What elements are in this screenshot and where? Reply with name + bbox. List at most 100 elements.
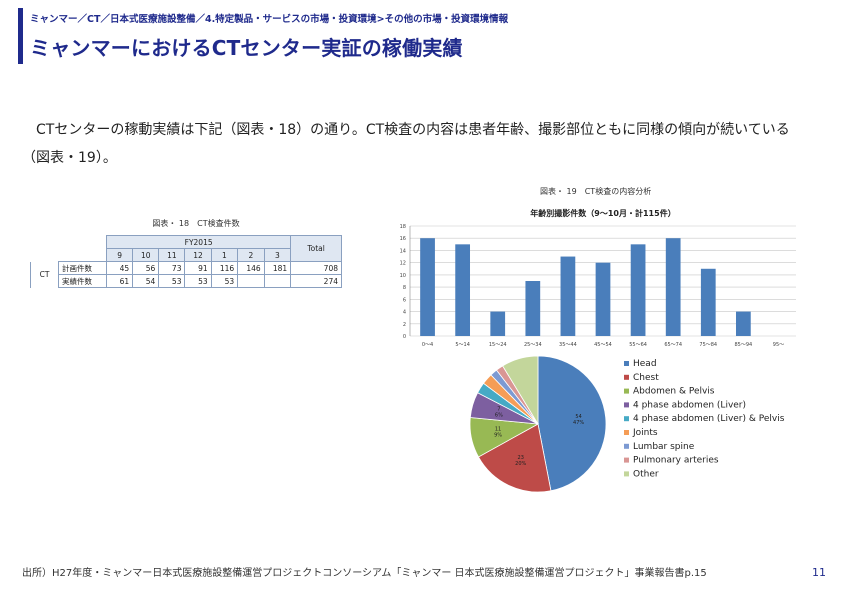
y-tick-label: 0 xyxy=(403,334,406,340)
table-cell: 91 xyxy=(184,261,212,275)
page-number: 11 xyxy=(812,566,826,579)
pie-data-label: 11 9% xyxy=(494,426,502,438)
pie-slice xyxy=(537,355,607,492)
legend-entry: 4 phase abdomen (Liver) xyxy=(633,400,746,410)
source-note: 出所）H27年度・ミャンマー日本式医療施設整備運営プロジェクトコンソーシアム「ミ… xyxy=(22,568,707,579)
table-cell: 53 xyxy=(158,274,186,288)
legend-swatch xyxy=(624,388,629,394)
legend-swatch xyxy=(624,443,629,449)
legend-swatch xyxy=(624,430,629,435)
y-tick-label: 4 xyxy=(403,310,406,316)
month-header: 9 xyxy=(106,248,134,262)
x-tick-label: 35～44 xyxy=(559,342,577,348)
figure-19-caption: 図表・ 19 CT検査の内容分析 xyxy=(540,187,652,196)
pie-slice xyxy=(477,423,552,493)
x-tick-label: 15～24 xyxy=(489,342,507,348)
x-tick-label: 65～74 xyxy=(664,342,682,348)
legend-entry: Abdomen & Pelvis xyxy=(633,387,715,397)
legend-swatch xyxy=(624,457,629,463)
legend-swatch xyxy=(624,374,629,380)
legend-swatch xyxy=(624,471,629,477)
table-row: 実績件数 61 54 53 53 53 274 xyxy=(31,274,342,288)
table-cell-total: 274 xyxy=(290,274,342,288)
legend-entry: Other xyxy=(633,469,659,479)
y-tick-label: 18 xyxy=(400,224,406,230)
table-cell: 54 xyxy=(132,274,160,288)
y-tick-label: 16 xyxy=(400,236,406,242)
month-header: 10 xyxy=(132,248,160,262)
table-cell: 146 xyxy=(237,261,265,275)
bar xyxy=(595,262,611,336)
ct-exam-count-table: FY2015 Total 9 10 11 12 1 2 3 CT 計画件数 45… xyxy=(30,235,342,288)
y-tick-label: 6 xyxy=(403,297,406,303)
legend-entry: Chest xyxy=(633,373,659,383)
body-text: CTセンターの稼動実績は下記（図表・18）の通り。CT検査の内容は患者年齢、撮影… xyxy=(22,116,812,172)
table-cell: 61 xyxy=(106,274,134,288)
x-tick-label: 5～14 xyxy=(455,342,470,348)
legend-swatch xyxy=(624,416,629,422)
bar xyxy=(525,281,541,336)
table-cell: 53 xyxy=(210,274,239,288)
legend-entry: Pulmonary arteries xyxy=(633,456,719,466)
body-paragraph: CTセンターの稼動実績は下記（図表・18）の通り。CT検査の内容は患者年齢、撮影… xyxy=(22,122,790,166)
month-header: 2 xyxy=(237,248,265,262)
age-bar-chart: 年齢別撮影件数（9～10月・計115件） 0 2 4 6 8 10 12 14 16 18 0～4 5～… xyxy=(400,208,796,348)
table-cell xyxy=(263,274,292,288)
table-cell: 53 xyxy=(184,274,212,288)
legend-entry: Lumbar spine xyxy=(633,442,695,452)
legend-swatch xyxy=(624,402,629,408)
fiscal-year-header: FY2015 xyxy=(106,235,292,249)
table-row: CT 計画件数 45 56 73 91 116 146 181 708 xyxy=(30,261,342,288)
y-tick-label: 8 xyxy=(403,285,406,291)
month-header: 1 xyxy=(210,248,239,262)
legend-swatch xyxy=(624,361,629,366)
row-label: 計画件数 xyxy=(57,261,108,275)
bar xyxy=(490,311,506,336)
month-header: 12 xyxy=(184,248,212,262)
pie-data-label: 7 6% xyxy=(495,406,503,418)
table-cell: 116 xyxy=(210,261,239,275)
pie-data-label: 54 47% xyxy=(573,414,584,426)
x-tick-label: 95～ xyxy=(773,342,784,348)
bar xyxy=(700,268,716,336)
y-tick-label: 2 xyxy=(403,322,406,328)
bar xyxy=(455,244,471,336)
month-header: 11 xyxy=(158,248,186,262)
table-cell: 73 xyxy=(158,261,186,275)
x-tick-label: 55～64 xyxy=(629,342,647,348)
bar xyxy=(420,238,435,336)
bar xyxy=(560,256,576,336)
body-part-pie-chart: 54 47% 23 20% 11 9% 7 6% Head Chest Abdomen & Pelv… xyxy=(469,355,785,493)
x-tick-label: 85～94 xyxy=(734,342,752,348)
y-tick-label: 10 xyxy=(400,273,406,279)
figure-18-caption: 図表・ 18 CT検査件数 xyxy=(152,219,240,228)
row-group-label: CT xyxy=(30,261,59,288)
row-label: 実績件数 xyxy=(57,274,108,288)
table-cell-total: 708 xyxy=(290,261,342,275)
table-cell xyxy=(237,274,265,288)
bar xyxy=(665,238,681,336)
table-header-row: FY2015 Total xyxy=(31,235,342,262)
pie-data-label: 23 20% xyxy=(515,455,526,467)
pie-slice xyxy=(502,355,539,426)
total-header: Total xyxy=(290,235,342,262)
y-tick-label: 14 xyxy=(400,248,406,254)
x-tick-label: 45～54 xyxy=(594,342,612,348)
table-cell: 181 xyxy=(263,261,292,275)
x-tick-label: 0～4 xyxy=(422,342,433,348)
legend-entry: Head xyxy=(633,359,657,369)
month-header: 3 xyxy=(263,248,292,262)
table-cell: 56 xyxy=(132,261,160,275)
breadcrumb: ミャンマー／CT／日本式医療施設整備／4.特定製品・サービスの市場・投資環境>そ… xyxy=(30,14,509,25)
bar-chart-title: 年齢別撮影件数（9～10月・計115件） xyxy=(530,208,675,218)
figure-18: 図表・ 18 CT検査件数 FY2015 Total 9 10 11 12 1 … xyxy=(30,218,342,288)
x-tick-label: 25～34 xyxy=(524,342,542,348)
page-title: ミャンマーにおけるCTセンター実証の稼働実績 xyxy=(30,36,463,60)
legend-entry: Joints xyxy=(632,428,658,438)
title-accent-bar xyxy=(18,8,23,64)
bar xyxy=(735,311,751,336)
legend-entry: 4 phase abdomen (Liver) & Pelvis xyxy=(633,414,785,424)
table-cell: 45 xyxy=(106,261,134,275)
bar xyxy=(630,244,646,336)
x-tick-label: 75～84 xyxy=(699,342,717,348)
